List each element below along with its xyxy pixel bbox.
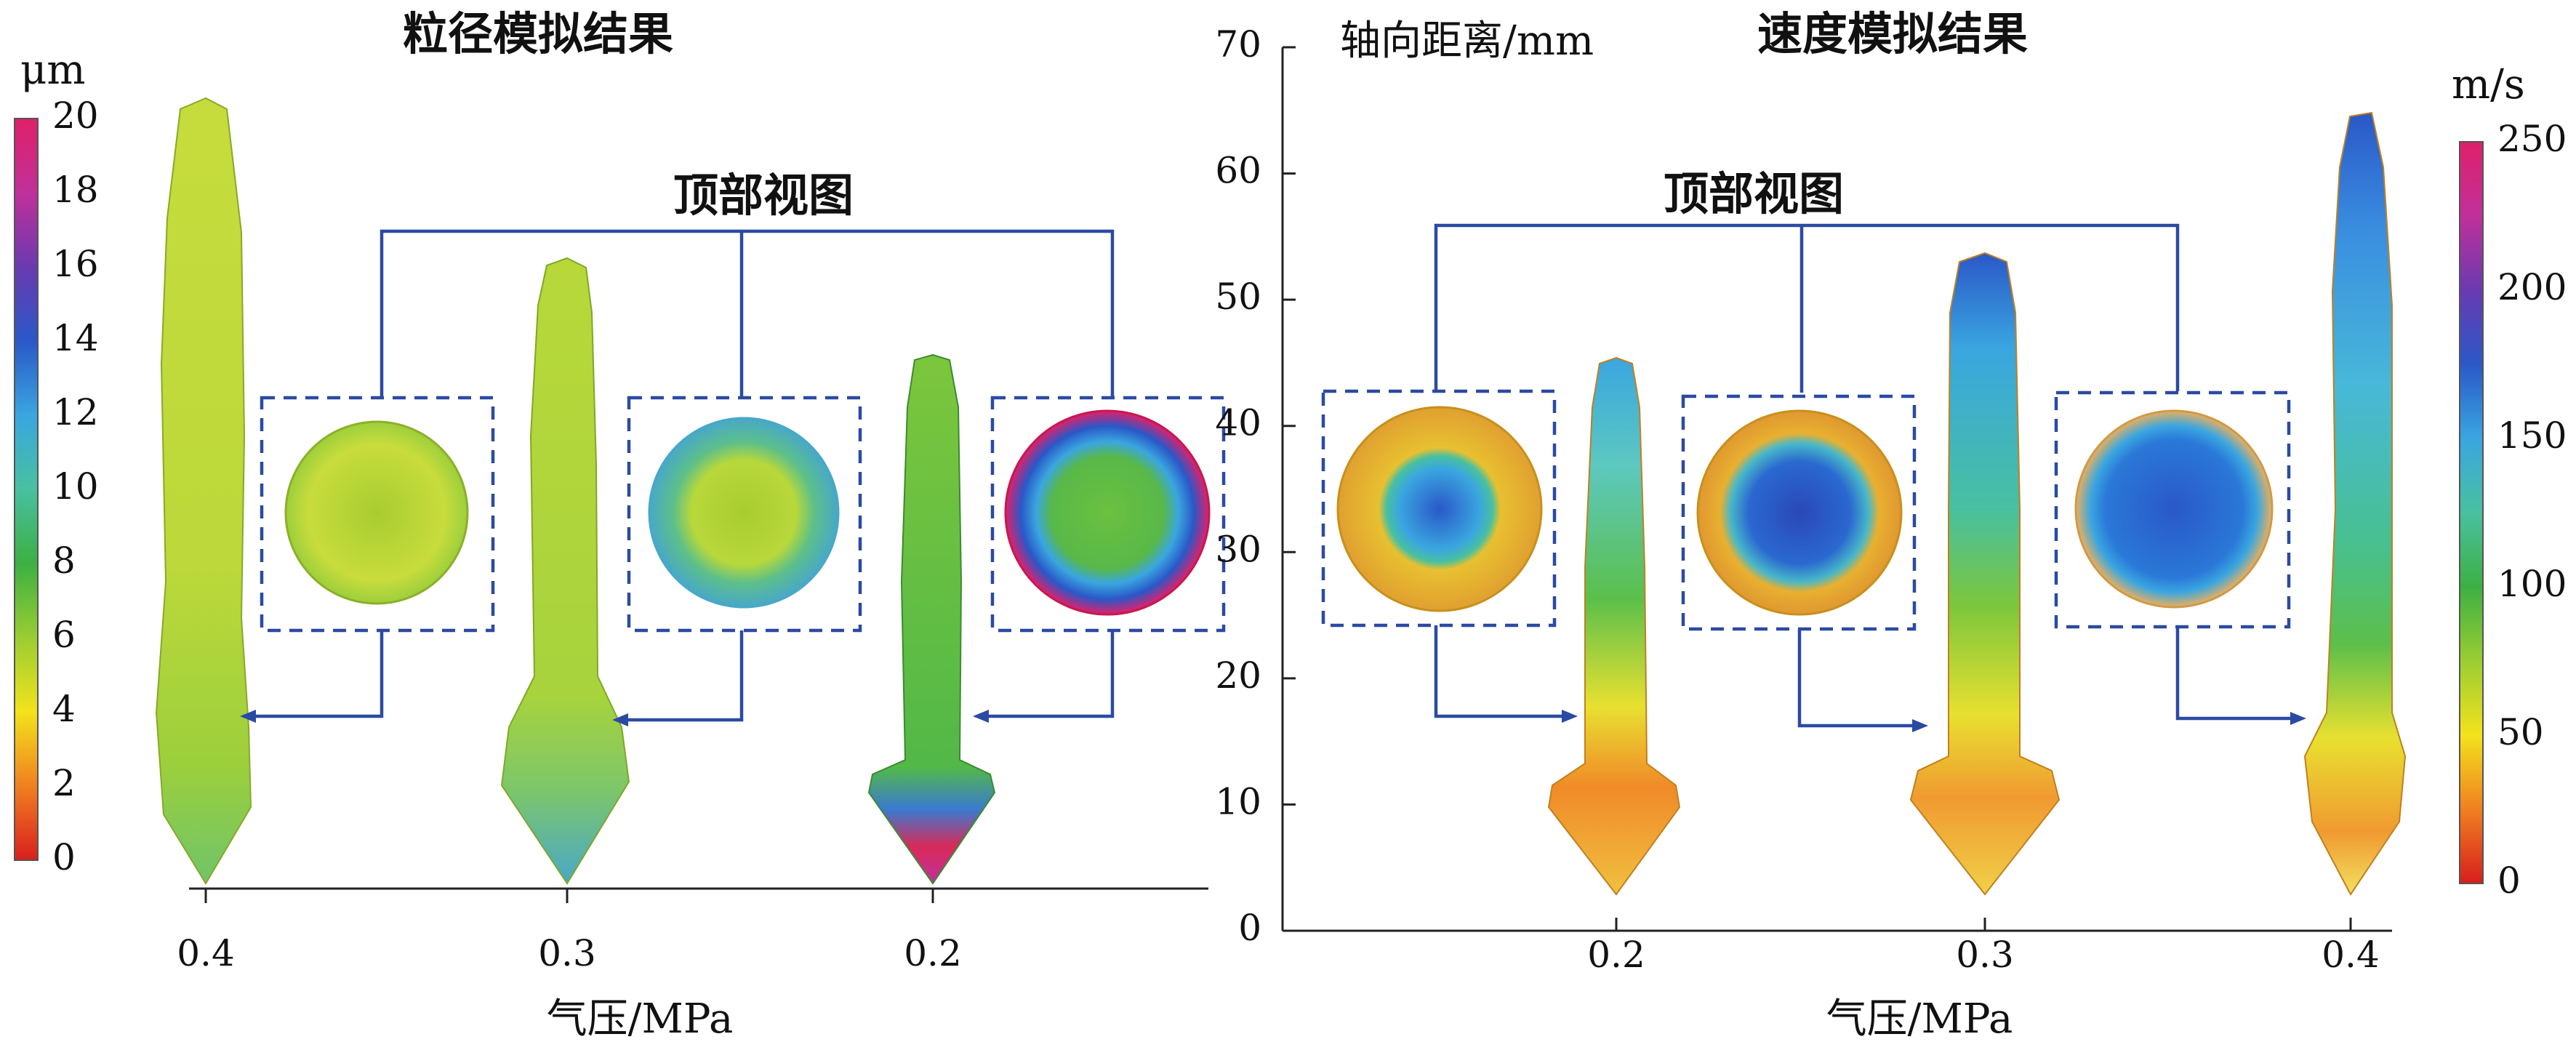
right-x-axis-label: 气压/MPa bbox=[1826, 995, 2013, 1043]
right-colorbar: m/s 0 50 100 150 200 250 bbox=[2452, 61, 2567, 902]
right-x-tick-label: 0.2 bbox=[1587, 934, 1645, 976]
right-y-tick-label: 70 bbox=[1215, 23, 1261, 65]
right-colorbar-tick-label: 0 bbox=[2497, 859, 2521, 902]
right-colorbar-tick-label: 200 bbox=[2497, 266, 2567, 308]
top-view-particle-size-0.2mpa bbox=[1004, 409, 1211, 616]
right-y-tick-label: 20 bbox=[1215, 654, 1261, 697]
right-y-ticks: 0 10 20 30 40 50 60 70 bbox=[1215, 23, 1296, 949]
top-view-velocity-0.4mpa bbox=[2074, 409, 2274, 609]
left-x-tick-label: 0.4 bbox=[177, 932, 235, 974]
right-colorbar-tick-label: 50 bbox=[2497, 711, 2544, 753]
left-top-view-box-1 bbox=[260, 396, 495, 633]
left-x-tick-label: 0.3 bbox=[538, 932, 596, 974]
right-arrows bbox=[1434, 625, 2306, 732]
right-x-tick-label: 0.4 bbox=[2322, 934, 2380, 976]
left-top-view-label: 顶部视图 bbox=[673, 169, 854, 222]
jet-velocity-0.2mpa bbox=[1547, 356, 1681, 896]
left-top-view-box-2 bbox=[627, 396, 862, 633]
right-colorbar-ticks: 0 50 100 150 200 250 bbox=[2497, 118, 2567, 902]
left-colorbar-tick-label: 4 bbox=[52, 688, 76, 730]
left-colorbar-gradient bbox=[14, 118, 39, 861]
right-y-tick-label: 60 bbox=[1215, 150, 1261, 192]
right-colorbar-tick-label: 100 bbox=[2497, 563, 2567, 605]
arrow-head bbox=[973, 710, 989, 723]
right-colorbar-tick-label: 150 bbox=[2497, 414, 2567, 457]
right-y-tick-label: 0 bbox=[1238, 907, 1261, 949]
top-view-velocity-0.2mpa bbox=[1336, 406, 1543, 612]
top-view-velocity-0.3mpa bbox=[1696, 409, 1903, 616]
right-panel: 轴向距离/mm 速度模拟结果 0 10 20 30 40 50 60 70 0.2 0.3 0… bbox=[1215, 7, 2567, 1043]
arrow-head bbox=[1912, 719, 1928, 732]
left-colorbar-tick-label: 18 bbox=[52, 169, 99, 211]
left-arrows bbox=[240, 630, 1115, 726]
arrow-head bbox=[2290, 712, 2306, 725]
left-colorbar-unit: μm bbox=[20, 47, 86, 94]
left-colorbar: μm 0 2 4 6 8 10 12 14 16 18 20 bbox=[14, 47, 99, 878]
left-colorbar-tick-label: 8 bbox=[52, 540, 76, 582]
jet-particle-size-0.3mpa bbox=[500, 257, 630, 885]
left-x-axis-label: 气压/MPa bbox=[547, 995, 734, 1043]
right-top-view-label: 顶部视图 bbox=[1664, 167, 1844, 220]
right-colorbar-gradient bbox=[2459, 141, 2484, 884]
left-top-view-connector: 顶部视图 bbox=[380, 169, 1115, 398]
right-x-tick-label: 0.3 bbox=[1956, 934, 2014, 976]
right-colorbar-tick-label: 250 bbox=[2497, 118, 2567, 160]
right-top-view-box-1 bbox=[1321, 389, 1557, 628]
arrow-head bbox=[1562, 710, 1578, 723]
left-colorbar-tick-label: 0 bbox=[52, 836, 76, 878]
jet-velocity-0.3mpa bbox=[1909, 252, 2061, 896]
jet-velocity-0.4mpa bbox=[2303, 111, 2407, 896]
top-view-particle-size-0.4mpa bbox=[284, 420, 469, 605]
left-colorbar-tick-label: 20 bbox=[52, 95, 99, 137]
arrow-head bbox=[612, 713, 628, 726]
left-x-tick-label: 0.2 bbox=[904, 932, 962, 974]
left-colorbar-tick-label: 16 bbox=[52, 243, 99, 285]
right-panel-title: 速度模拟结果 bbox=[1757, 7, 2028, 60]
arrow-head bbox=[240, 710, 256, 723]
right-y-tick-label: 40 bbox=[1215, 402, 1261, 444]
right-top-view-connector: 顶部视图 bbox=[1434, 167, 2180, 393]
left-colorbar-tick-label: 6 bbox=[52, 614, 76, 656]
left-colorbar-ticks: 0 2 4 6 8 10 12 14 16 18 20 bbox=[52, 95, 99, 878]
jet-particle-size-0.2mpa bbox=[867, 353, 996, 885]
right-y-tick-label: 50 bbox=[1215, 276, 1261, 318]
left-panel-title: 粒径模拟结果 bbox=[403, 7, 673, 60]
left-colorbar-tick-label: 10 bbox=[52, 465, 99, 508]
left-x-ticks: 0.4 0.3 0.2 bbox=[177, 889, 962, 974]
right-y-tick-label: 30 bbox=[1215, 528, 1261, 570]
right-colorbar-unit: m/s bbox=[2452, 61, 2525, 108]
top-view-particle-size-0.3mpa bbox=[648, 417, 840, 609]
left-top-view-box-3 bbox=[990, 396, 1226, 633]
jet-particle-size-0.4mpa bbox=[155, 97, 252, 885]
right-x-ticks: 0.2 0.3 0.4 bbox=[1587, 918, 2380, 976]
left-colorbar-tick-label: 14 bbox=[52, 317, 99, 359]
left-colorbar-tick-label: 12 bbox=[52, 391, 99, 433]
right-y-tick-label: 10 bbox=[1215, 780, 1261, 822]
right-y-axis-label: 轴向距离/mm bbox=[1340, 17, 1594, 65]
left-colorbar-tick-label: 2 bbox=[52, 762, 76, 804]
right-top-view-box-3 bbox=[2054, 390, 2291, 629]
